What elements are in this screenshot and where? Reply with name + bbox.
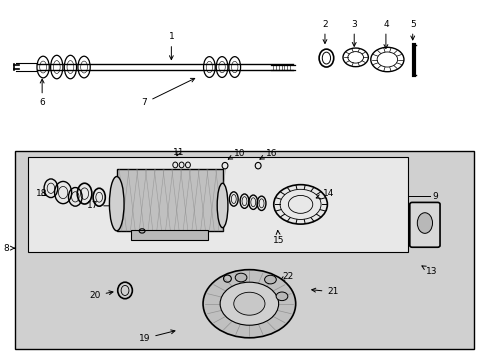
Text: 2: 2 <box>322 19 327 44</box>
Text: 6: 6 <box>39 79 45 107</box>
Text: 13: 13 <box>421 266 436 276</box>
Text: 7: 7 <box>142 78 194 107</box>
Text: 3: 3 <box>350 19 356 46</box>
Text: 8: 8 <box>4 244 9 253</box>
Circle shape <box>235 273 246 282</box>
Circle shape <box>264 275 276 284</box>
Text: 18: 18 <box>36 189 48 198</box>
Text: 11: 11 <box>173 148 184 157</box>
Circle shape <box>203 270 295 338</box>
Bar <box>117 169 222 231</box>
Text: 24: 24 <box>249 322 260 331</box>
Text: 1: 1 <box>168 32 174 60</box>
Bar <box>131 230 207 240</box>
Text: 12: 12 <box>420 212 436 224</box>
Text: 16: 16 <box>136 233 147 242</box>
Bar <box>15 151 473 348</box>
Ellipse shape <box>416 213 432 233</box>
FancyBboxPatch shape <box>409 202 439 247</box>
Text: 4: 4 <box>382 19 388 49</box>
Text: 16: 16 <box>260 149 277 159</box>
Text: 20: 20 <box>89 291 113 300</box>
Text: 22: 22 <box>279 271 293 280</box>
Text: 19: 19 <box>139 330 175 343</box>
Text: 9: 9 <box>432 192 438 201</box>
Text: 21: 21 <box>311 287 338 296</box>
Text: 10: 10 <box>228 149 245 159</box>
Circle shape <box>220 282 278 325</box>
Ellipse shape <box>109 176 124 231</box>
Text: 14: 14 <box>316 189 333 198</box>
Ellipse shape <box>217 183 227 228</box>
Circle shape <box>276 292 287 301</box>
Text: 23: 23 <box>237 271 249 280</box>
Circle shape <box>233 292 264 315</box>
Text: 5: 5 <box>409 19 415 40</box>
Text: 17: 17 <box>86 201 118 210</box>
Text: 15: 15 <box>272 230 284 246</box>
Bar <box>27 157 407 252</box>
